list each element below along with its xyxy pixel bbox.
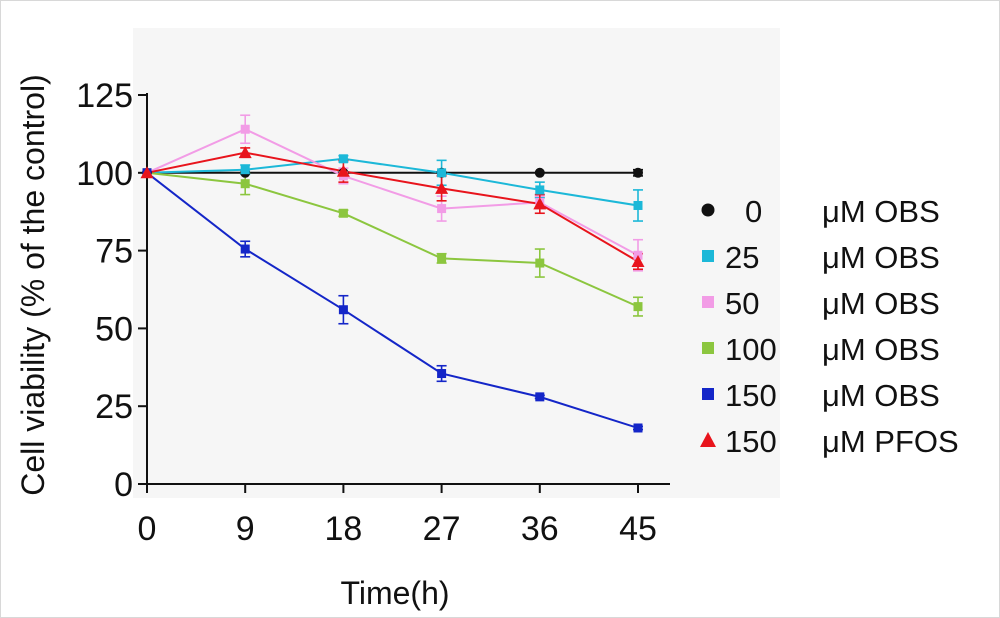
legend-label-dose: 150 — [725, 378, 777, 413]
series-line-4 — [146, 172, 639, 429]
data-point — [534, 167, 545, 178]
legend: 0 μM OBS 25 μM OBS 50 μM OBS 100 μM OBS 150 μM OB… — [700, 194, 959, 459]
legend-marker — [702, 342, 714, 354]
data-point — [533, 197, 547, 210]
legend-label-unit: μM OBS — [822, 378, 940, 413]
series-line-5 — [146, 151, 639, 263]
axes: 0 25 50 75 100 125 0 9 18 27 36 45 — [76, 77, 670, 548]
plot-area-background — [133, 28, 780, 498]
data-point — [535, 258, 545, 268]
data-point — [633, 423, 643, 433]
data-point — [437, 204, 447, 214]
data-point — [338, 154, 348, 164]
data-point — [240, 165, 250, 175]
legend-marker — [702, 250, 714, 262]
data-point — [633, 167, 643, 178]
x-tick-label: 36 — [521, 510, 559, 548]
y-tick-label: 50 — [95, 310, 133, 348]
y-tick-label: 25 — [95, 388, 133, 426]
legend-item: 150 μM OBS — [702, 378, 940, 413]
y-tick-label: 100 — [76, 155, 133, 193]
series-line-3 — [146, 171, 639, 308]
legend-label-unit: μM OBS — [822, 286, 940, 321]
x-axis-title: Time(h) — [340, 575, 449, 611]
data-point — [631, 254, 645, 267]
x-tick-label: 18 — [324, 510, 362, 548]
series-line-2 — [146, 128, 639, 257]
data-point — [633, 200, 643, 210]
legend-label-unit: μM OBS — [822, 240, 940, 275]
legend-label-unit: μM OBS — [822, 332, 940, 367]
data-point — [633, 302, 643, 312]
legend-item: 150 μM PFOS — [700, 424, 959, 459]
legend-marker — [700, 432, 716, 447]
data-point — [338, 305, 348, 315]
data-point — [535, 185, 545, 195]
legend-item: 100 μM OBS — [702, 332, 940, 367]
y-tick-label: 75 — [95, 233, 133, 271]
x-tick-label: 0 — [138, 510, 157, 548]
data-point — [437, 168, 447, 178]
legend-item: 50 μM OBS — [702, 286, 940, 321]
legend-marker — [702, 388, 714, 400]
data-point — [238, 146, 252, 159]
series-line-1 — [146, 157, 639, 207]
markers — [140, 124, 645, 433]
data-point — [240, 179, 250, 189]
legend-label-dose: 25 — [725, 240, 759, 275]
x-tick-label: 27 — [423, 510, 461, 548]
legend-label-dose: 150 — [725, 424, 777, 459]
legend-item: 0 μM OBS — [701, 194, 940, 229]
data-point — [437, 253, 447, 263]
legend-label-dose: 100 — [725, 332, 777, 367]
y-axis-title: Cell viability (% of the control) — [15, 74, 51, 495]
legend-item: 25 μM OBS — [702, 240, 940, 275]
data-point — [437, 369, 447, 379]
data-point — [140, 166, 154, 179]
data-point — [435, 181, 449, 194]
x-tick-label: 45 — [619, 510, 657, 548]
data-point — [336, 164, 350, 177]
data-point — [240, 124, 250, 134]
y-tick-label: 125 — [76, 77, 133, 115]
legend-label-dose: 0 — [745, 194, 762, 229]
legend-label-unit: μM OBS — [822, 194, 940, 229]
y-tick-label: 0 — [114, 466, 133, 504]
data-point — [535, 392, 545, 402]
legend-marker — [702, 296, 714, 308]
x-tick-label: 9 — [236, 510, 255, 548]
data-point — [240, 244, 250, 254]
series-lines — [146, 128, 639, 429]
legend-label-dose: 50 — [725, 286, 759, 321]
legend-marker — [701, 203, 715, 217]
data-point — [338, 208, 348, 218]
legend-label-unit: μM PFOS — [822, 424, 959, 459]
